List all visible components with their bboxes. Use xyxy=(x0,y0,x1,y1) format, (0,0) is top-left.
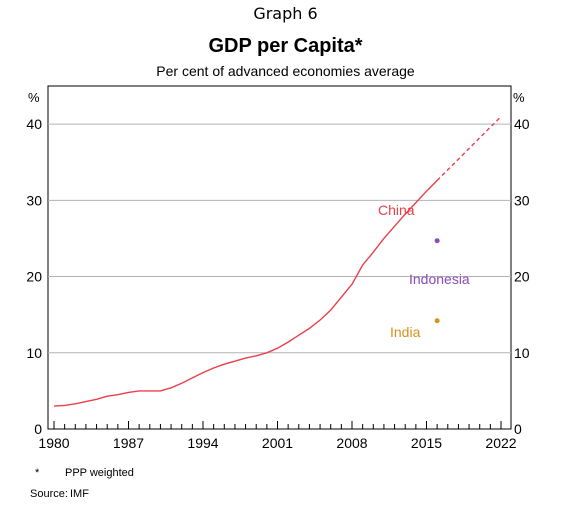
x-tick-label: 2008 xyxy=(336,435,367,451)
x-tick-label: 2001 xyxy=(262,435,293,451)
y-tick-label-left: 0 xyxy=(34,421,42,437)
x-tick-label: 1987 xyxy=(113,435,144,451)
y-tick-label-right: 40 xyxy=(514,116,530,132)
annotation-indonesia: Indonesia xyxy=(409,271,470,287)
source-label: Source: xyxy=(30,488,68,500)
y-tick-label-left: 40 xyxy=(26,116,42,132)
gridlines xyxy=(48,123,511,354)
series-lines xyxy=(53,116,502,407)
data-point xyxy=(434,238,440,244)
y-tick-label-right: 30 xyxy=(514,192,530,208)
axis-ticks xyxy=(53,421,502,429)
y-axis-unit-right: % xyxy=(513,90,525,105)
y-tick-label-right: 20 xyxy=(514,269,530,285)
series-line-forecast xyxy=(436,116,502,181)
series-line xyxy=(53,180,438,407)
chart-title: GDP per Capita* xyxy=(208,35,363,57)
y-tick-label-right: 0 xyxy=(514,421,522,437)
footnote-marker: * xyxy=(35,467,40,479)
x-tick-label: 2022 xyxy=(485,435,516,451)
source-text: IMF xyxy=(70,488,89,500)
chart-subtitle: Per cent of advanced economies average xyxy=(156,63,415,79)
footnote-text: PPP weighted xyxy=(65,467,134,479)
x-tick-label: 1980 xyxy=(38,435,69,451)
y-tick-label-left: 20 xyxy=(26,269,42,285)
data-point xyxy=(434,318,440,324)
y-axis-unit-left: % xyxy=(28,90,40,105)
footnote-ppp: * PPP weighted xyxy=(30,467,134,479)
y-tick-label-right: 10 xyxy=(514,345,530,361)
x-tick-label: 2015 xyxy=(411,435,442,451)
annotation-india: India xyxy=(390,324,421,340)
y-tick-label-left: 30 xyxy=(26,192,42,208)
plot-area-frame xyxy=(47,85,512,430)
graph-number-label: Graph 6 xyxy=(253,4,318,23)
footnote-source: Source: IMF xyxy=(30,488,89,500)
y-tick-label-left: 10 xyxy=(26,345,42,361)
tick-labels: 0 0 10 10 20 20 30 30 40 40 1980 1987 1994 2001 2008 20… xyxy=(26,116,529,451)
x-tick-label: 1994 xyxy=(187,435,218,451)
annotation-china: China xyxy=(378,202,415,218)
